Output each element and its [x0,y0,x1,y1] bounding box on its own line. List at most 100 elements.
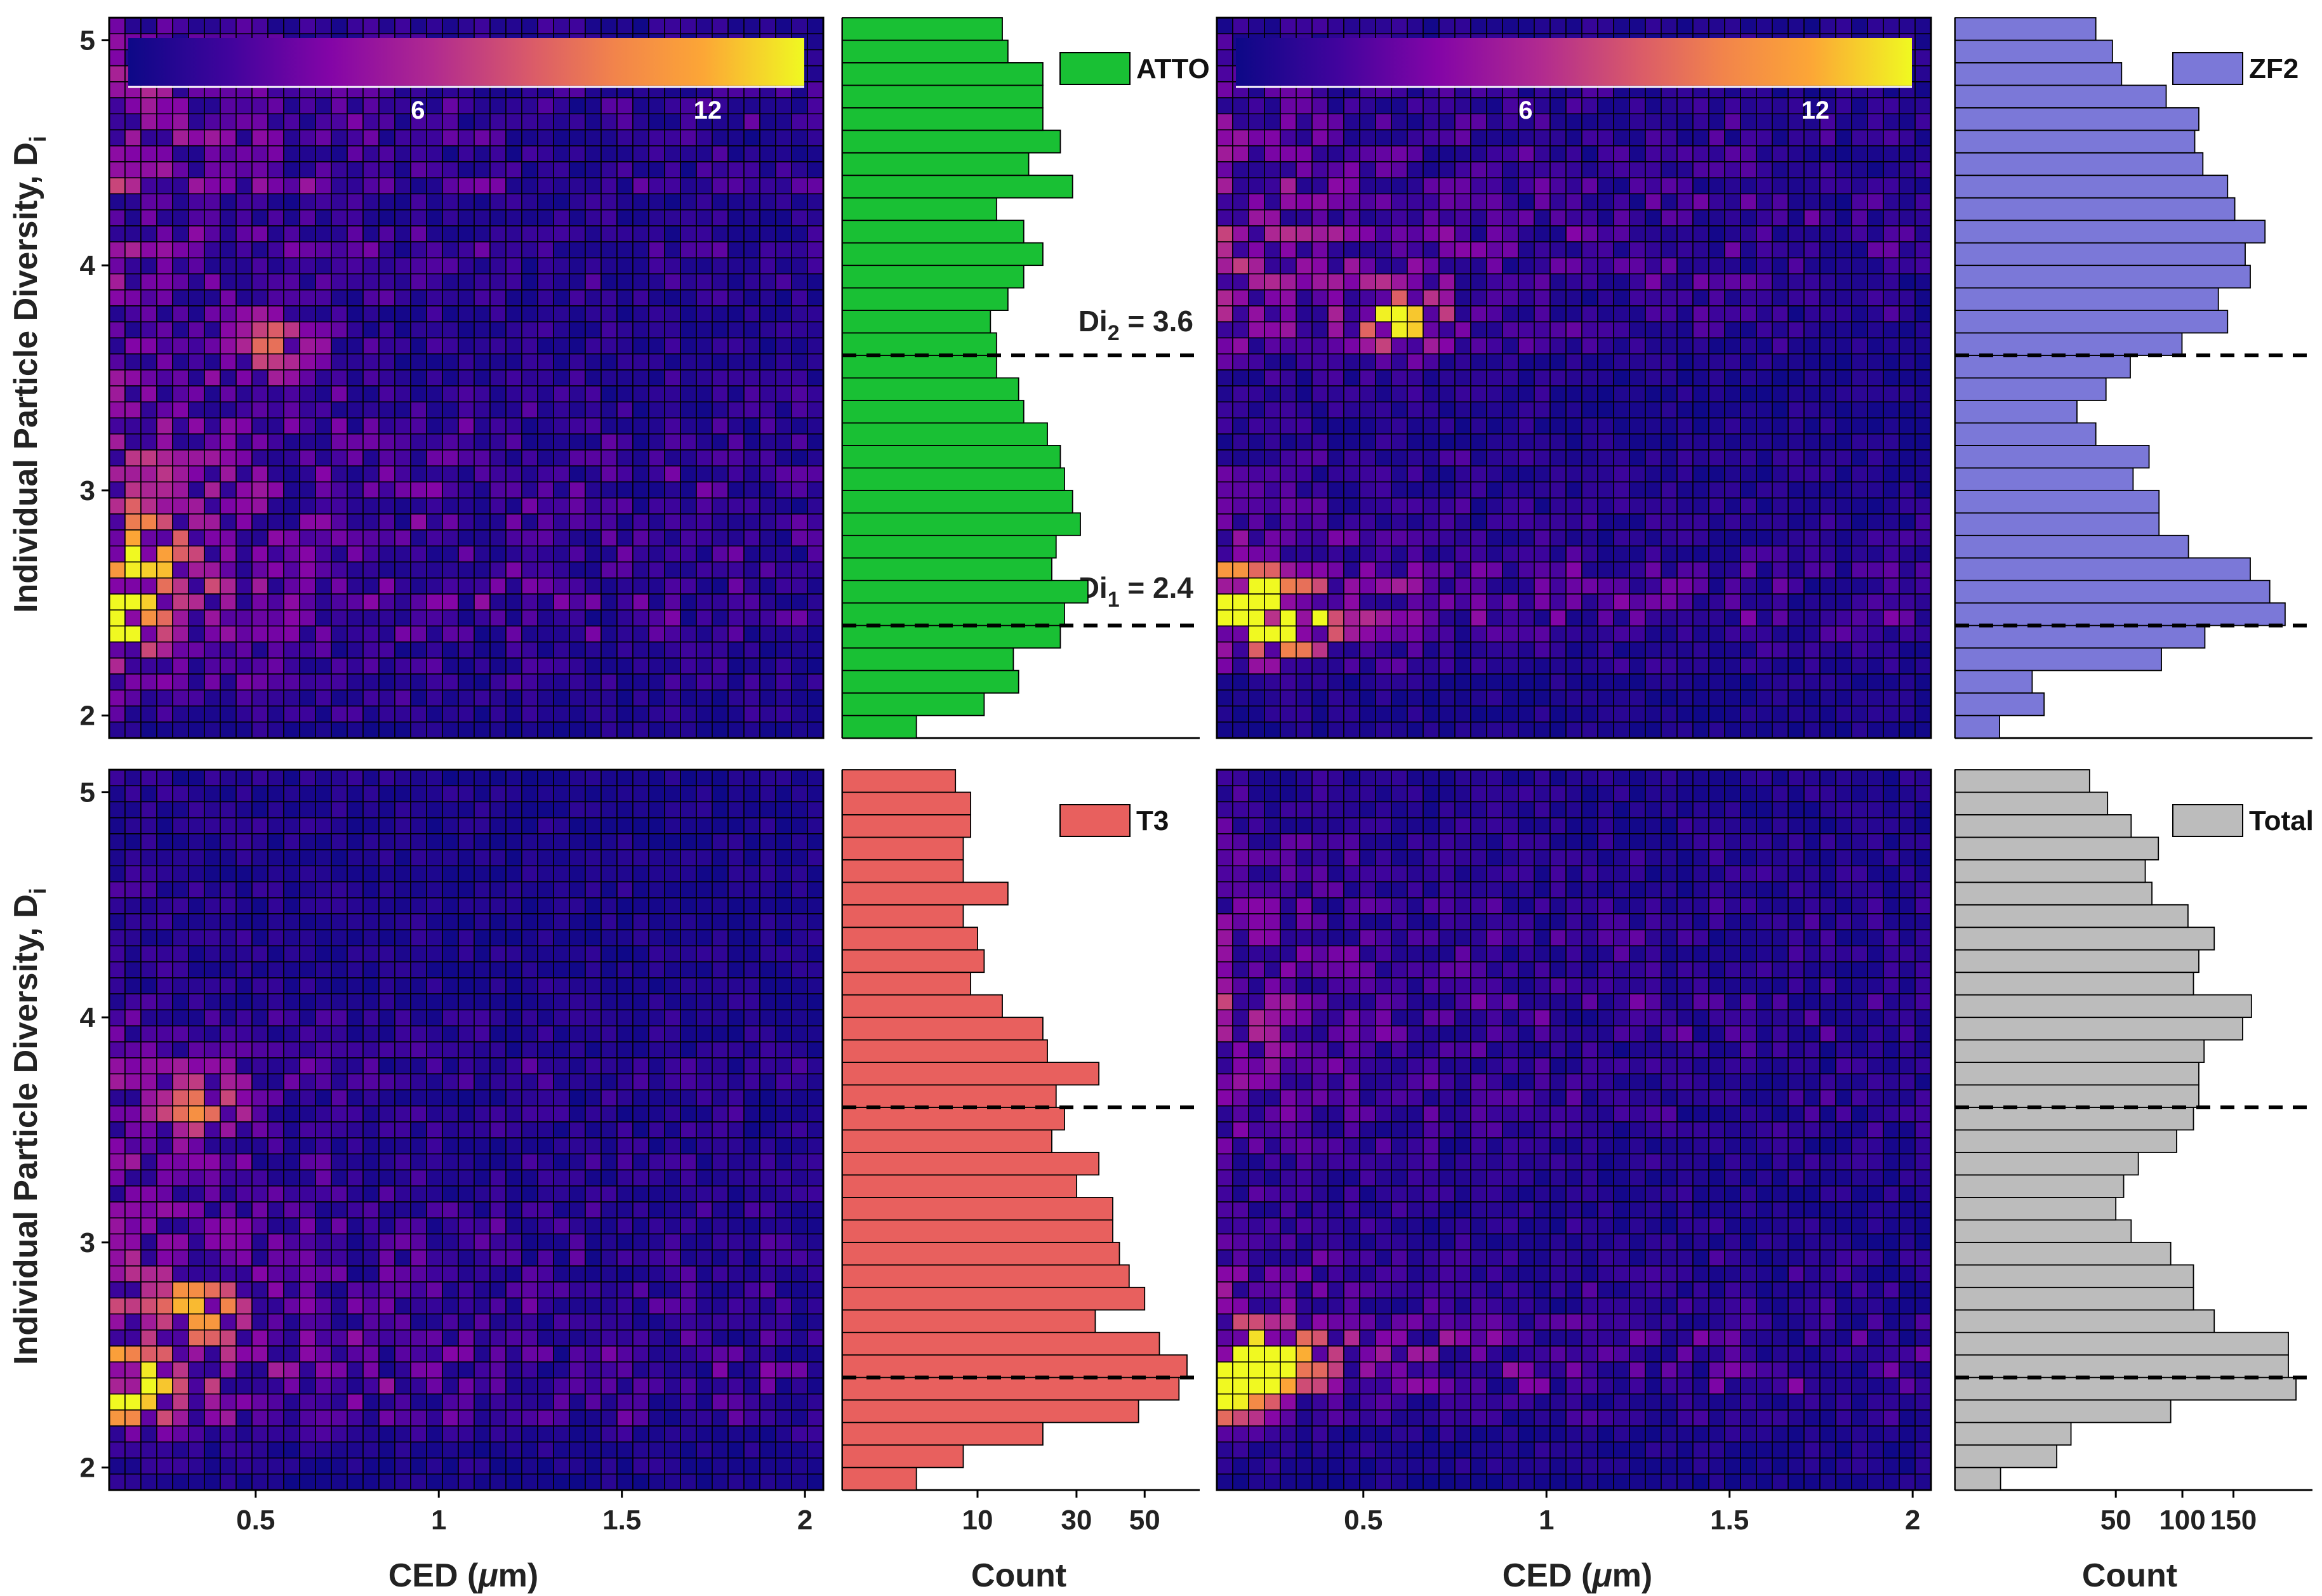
heatmap-cell [1565,17,1582,35]
heatmap-cell [1740,113,1757,131]
heatmap-cell [1486,433,1503,451]
heatmap-cell [378,897,395,914]
heatmap-cell [807,1009,824,1027]
heatmap-cell [1597,289,1614,307]
heatmap-cell [410,193,427,211]
heatmap-cell [140,625,157,643]
heatmap-cell [1391,481,1408,499]
heatmap-cell [807,129,824,147]
heatmap-cell [172,401,189,419]
heatmap-cell [1264,577,1281,595]
heatmap-cell [172,1041,189,1059]
heatmap-cell [1423,657,1440,675]
heatmap-cell [807,641,824,659]
heatmap-cell [1343,305,1360,323]
heatmap-cell [1883,241,1900,259]
heatmap-cell [696,401,713,419]
heatmap-cell [1629,337,1646,355]
heatmap-cell [1296,449,1313,467]
heatmap-cell [696,17,713,35]
heatmap-cell [236,593,253,611]
heatmap-cell [347,257,364,275]
heatmap-cell [251,961,269,979]
heatmap-cell [1216,81,1233,98]
heatmap-cell [267,241,284,259]
heatmap-cell [1454,481,1471,499]
heatmap-cell [569,865,586,883]
heatmap-cell [1438,433,1456,451]
heatmap-cell [600,17,618,35]
heatmap-cell [600,417,618,435]
heatmap-cell [1264,721,1281,739]
heatmap-cell [600,337,618,355]
heatmap-cell [664,561,681,579]
heatmap-cell [632,641,649,659]
heatmap-cell [204,865,221,883]
heatmap-cell [251,97,269,115]
heatmap-cell [648,625,665,643]
heatmap-cell [315,993,332,1011]
heatmap-cell [1581,353,1598,371]
heatmap-cell [1867,17,1884,35]
heatmap-cell [712,993,729,1011]
heatmap-cell [1311,593,1329,611]
heatmap-cell [1454,225,1471,242]
heatmap-cell [299,97,316,115]
heatmap-cell [600,977,618,994]
heatmap-cell [1645,113,1662,131]
heatmap-cell [347,577,364,595]
heatmap-cell [791,177,808,195]
heatmap-cell [362,481,380,499]
heatmap-cell [299,385,316,403]
heatmap-cell [680,513,697,531]
heatmap-cell [569,97,586,115]
heatmap-cell [1296,641,1313,659]
heatmap-cell [537,369,554,386]
heatmap-cell [378,913,395,931]
heatmap-cell [1788,241,1805,259]
heatmap-cell [1438,273,1456,291]
heatmap-cell [458,113,475,131]
heatmap-cell [220,257,237,275]
heatmap-cell [283,945,300,963]
heatmap-cell [1438,193,1456,211]
heatmap-cell [1534,289,1551,307]
heatmap-cell [124,849,142,867]
heatmap-cell [283,433,300,451]
heatmap-cell [283,241,300,259]
heatmap-cell [362,673,380,691]
heatmap-cell [362,529,380,547]
heatmap-cell [1883,337,1900,355]
heatmap-cell [743,321,760,339]
heatmap-cell [521,417,538,435]
heatmap-cell [696,433,713,451]
heatmap-cell [1676,113,1694,131]
heatmap-cell [426,609,443,627]
heatmap-cell [1756,17,1773,35]
heatmap-cell [1311,129,1329,147]
heatmap-cell [315,145,332,162]
heatmap-cell [442,401,459,419]
heatmap-cell [791,993,808,1011]
heatmap-cell [632,593,649,611]
heatmap-cell [299,353,316,371]
heatmap-cell [1486,449,1503,467]
heatmap-cell [283,305,300,323]
heatmap-cell [378,289,395,307]
heatmap-cell [1788,337,1805,355]
heatmap-cell [1835,417,1852,435]
x-axis-label-count-right: Count [2082,1557,2177,1594]
heatmap-cell [585,721,602,739]
heatmap-cell [1867,97,1884,115]
heatmap-cell [1661,577,1678,595]
heatmap-cell [1645,417,1662,435]
heatmap-cell [505,913,522,931]
heatmap-cell [1518,17,1535,35]
heatmap-cell [1232,577,1249,595]
heatmap-cell [537,1025,554,1043]
heatmap-cell [1613,417,1630,435]
heatmap-cell [537,657,554,675]
heatmap-cell [1486,305,1503,323]
heatmap-cell [727,865,745,883]
heatmap-cell [362,577,380,595]
